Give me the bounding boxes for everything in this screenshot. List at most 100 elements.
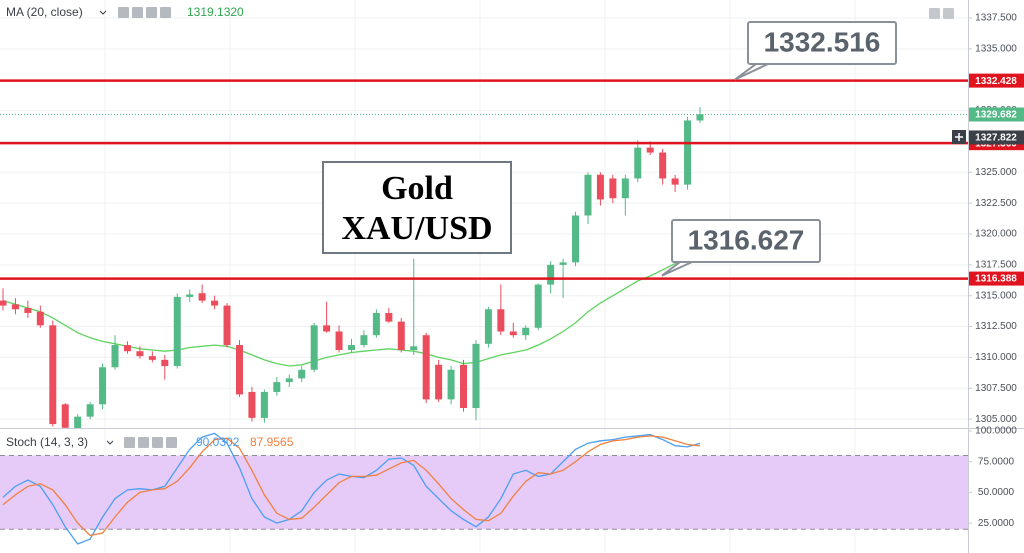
candle-body xyxy=(161,359,169,367)
level-band xyxy=(0,455,968,530)
candle-body xyxy=(609,178,617,199)
candle-body xyxy=(49,325,57,425)
candle-body xyxy=(522,327,530,336)
candle-body xyxy=(223,305,231,346)
candle-body xyxy=(335,331,343,351)
ma-value: 1319.1320 xyxy=(187,5,244,19)
price-label-box xyxy=(969,107,1024,122)
crosshair-button[interactable] xyxy=(952,130,966,144)
candle-body xyxy=(74,416,82,428)
title-box xyxy=(322,161,512,254)
candle-body xyxy=(173,296,181,367)
candle-body xyxy=(684,120,692,185)
price-label: 1327.822 xyxy=(975,133,1017,144)
y-tick-label: 1325.000 xyxy=(975,167,1017,178)
candle-body xyxy=(360,335,368,346)
y-tick-label: 1307.500 xyxy=(975,383,1017,394)
y-tick-label: 1335.000 xyxy=(975,44,1017,55)
candle-body xyxy=(186,294,194,297)
y-tick-label: 75.0000 xyxy=(978,456,1015,467)
chevron xyxy=(99,10,107,15)
candle-body xyxy=(248,391,256,418)
stoch-d-value: 87.9565 xyxy=(250,435,294,449)
candle-body xyxy=(634,147,642,179)
candle-body xyxy=(0,300,7,306)
candle-body xyxy=(99,367,107,405)
vertical-grid xyxy=(104,0,856,553)
y-tick-label: 1312.500 xyxy=(975,321,1017,332)
candle-body xyxy=(559,262,567,265)
candle-body xyxy=(310,325,318,370)
y-tick-label: 50.0000 xyxy=(978,487,1015,498)
candle-body xyxy=(372,312,380,336)
legend-icons xyxy=(124,437,177,448)
candle-body xyxy=(472,343,480,409)
candle-body xyxy=(211,300,219,306)
y-tick-label: 1322.500 xyxy=(975,198,1017,209)
candle-body xyxy=(397,321,405,351)
candle-body xyxy=(534,284,542,328)
price-axis: 1305.000 1307.500 1310.000 1312.500 1315.000… xyxy=(968,13,1024,529)
title-line: XAU/USD xyxy=(341,210,492,247)
price-label-box xyxy=(969,130,1024,145)
candle-body xyxy=(198,293,206,301)
candle-body xyxy=(36,311,44,326)
candle-body xyxy=(696,114,704,121)
candle-body xyxy=(435,364,443,400)
candle-body xyxy=(123,345,131,352)
candle-body xyxy=(136,351,144,357)
callout-label: 1332.516 xyxy=(764,26,881,57)
stoch-line xyxy=(2,435,701,537)
candle-body xyxy=(447,369,455,400)
y-tick-label: 1315.000 xyxy=(975,290,1017,301)
candle-body xyxy=(671,178,679,185)
candle-body xyxy=(11,304,19,310)
candle-body xyxy=(385,312,393,322)
candle-body xyxy=(584,174,592,216)
pane-buttons[interactable] xyxy=(929,8,954,19)
candle-body xyxy=(596,174,604,200)
callout-pointer xyxy=(661,261,693,277)
candle-body xyxy=(460,364,468,409)
candle-body xyxy=(24,308,32,313)
y-tick-label: 1317.500 xyxy=(975,259,1017,270)
y-tick-label: 1305.000 xyxy=(975,414,1017,425)
candle-body xyxy=(621,178,629,199)
y-tick-label: 1320.000 xyxy=(975,229,1017,240)
price-label: 1316.388 xyxy=(975,274,1017,285)
candle-body xyxy=(273,382,281,392)
price-label-box xyxy=(969,73,1024,88)
y-tick-label: 1337.500 xyxy=(975,13,1017,24)
y-tick-label: 100.0000 xyxy=(975,426,1017,437)
candle-body xyxy=(148,356,156,360)
callout-box xyxy=(747,21,897,65)
stoch-k-value: 90.0302 xyxy=(196,435,240,449)
stoch-legend: Stoch (14, 3, 3) xyxy=(6,435,88,449)
candle-body xyxy=(348,345,355,351)
candle-body xyxy=(646,147,654,153)
candle-body xyxy=(509,331,517,336)
legend-icons xyxy=(118,7,171,18)
candle-body xyxy=(298,369,306,379)
ma-legend: MA (20, close) xyxy=(6,5,83,19)
price-label: 1329.682 xyxy=(975,110,1017,121)
callout-pointer xyxy=(734,63,769,81)
candle-body xyxy=(111,345,119,368)
candle-body xyxy=(285,378,293,383)
candle-body xyxy=(235,345,243,395)
candle-body xyxy=(86,404,94,417)
candle-body xyxy=(572,215,580,263)
chevron xyxy=(106,440,114,445)
stoch-pane xyxy=(0,432,968,545)
callout-box xyxy=(671,219,821,263)
y-tick-label: 1310.000 xyxy=(975,352,1017,363)
title-line: Gold xyxy=(381,170,453,207)
price-pane xyxy=(0,79,968,428)
candle-body xyxy=(260,391,268,418)
y-tick-label: 25.0000 xyxy=(978,518,1015,529)
candle-body xyxy=(61,404,69,428)
callout-label: 1316.627 xyxy=(688,224,805,255)
